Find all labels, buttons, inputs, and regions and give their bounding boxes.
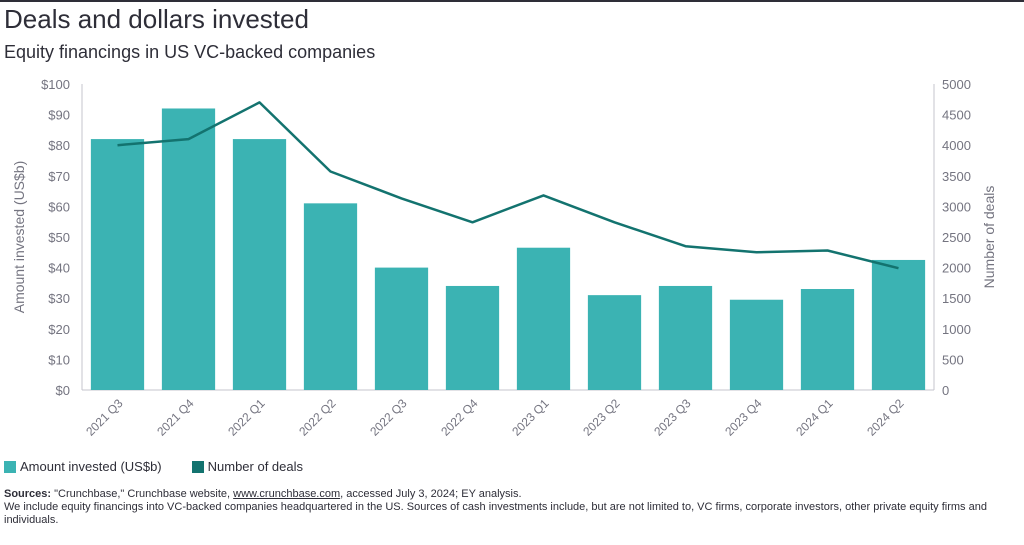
combo-chart: $0 $10 $20 $30 $40 $50 $60 $70 $80 $90 $100 0 500 100…	[11, 77, 997, 439]
sources-post: , accessed July 3, 2024; EY analysis.	[340, 488, 522, 500]
y2-tick-label: 3000	[942, 199, 971, 214]
legend-label-amount: Amount invested (US$b)	[20, 459, 162, 474]
legend-label-deals: Number of deals	[207, 459, 304, 474]
bar	[658, 285, 713, 390]
legend-item-deals: Number of deals	[191, 459, 304, 474]
y2-tick-label: 0	[942, 383, 949, 398]
y2-tick-label: 2500	[942, 230, 971, 245]
sources-line: Sources: "Crunchbase," Crunchbase websit…	[4, 488, 1014, 501]
x-tick-label: 2022 Q3	[367, 396, 410, 439]
x-tick-label: 2023 Q1	[509, 396, 552, 439]
chart-title: Deals and dollars invested	[4, 4, 309, 34]
x-tick-label: 2024 Q1	[793, 396, 836, 439]
x-tick-label: 2022 Q1	[225, 396, 268, 439]
y2-tick-label: 4500	[942, 108, 971, 123]
y2-tick-label: 5000	[942, 77, 971, 92]
y2-tick-label: 3500	[942, 169, 971, 184]
top-rule	[0, 0, 1024, 2]
bar	[516, 247, 571, 390]
sources-link[interactable]: www.crunchbase.com	[233, 488, 341, 500]
bar	[374, 267, 429, 390]
y-tick-label: $50	[48, 230, 70, 245]
x-tick-label: 2021 Q4	[154, 396, 197, 439]
notes: Sources: "Crunchbase," Crunchbase websit…	[4, 488, 1014, 527]
sources-pre: "Crunchbase," Crunchbase website,	[51, 488, 234, 500]
y-tick-label: $40	[48, 261, 70, 276]
y-tick-label: $60	[48, 199, 70, 214]
x-tick-label: 2022 Q2	[296, 396, 339, 439]
y-tick-label: $10	[48, 352, 70, 367]
y2-tick-label: 2000	[942, 261, 971, 276]
methodology-note: We include equity financings into VC-bac…	[4, 501, 987, 526]
y-tick-label: $30	[48, 291, 70, 306]
y2-axis-title: Number of deals	[981, 186, 997, 289]
bar	[587, 295, 642, 390]
y-tick-label: $0	[56, 383, 70, 398]
bar	[303, 203, 358, 390]
bar	[871, 259, 926, 390]
legend-swatch-deals	[191, 460, 204, 473]
y-tick-label: $20	[48, 322, 70, 337]
bar	[729, 299, 784, 390]
deals-line	[117, 101, 899, 270]
x-tick-label: 2021 Q3	[83, 396, 126, 439]
bar	[232, 139, 287, 390]
y-tick-label: $80	[48, 138, 70, 153]
legend-swatch-amount	[4, 460, 16, 473]
x-tick-label: 2023 Q4	[722, 396, 765, 439]
sources-label: Sources:	[4, 488, 52, 500]
y2-tick-label: 4000	[942, 138, 971, 153]
legend: Amount invested (US$b) Number of deals	[4, 459, 303, 474]
y-axis-title: Amount invested (US$b)	[11, 161, 27, 314]
y2-tick-label: 1000	[942, 322, 971, 337]
legend-item-amount: Amount invested (US$b)	[4, 459, 162, 474]
y2-tick-label: 1500	[942, 291, 971, 306]
bar	[90, 139, 145, 390]
bar	[445, 285, 500, 390]
chart-subtitle: Equity financings in US VC-backed compan…	[4, 42, 376, 62]
x-tick-label: 2024 Q2	[864, 396, 907, 439]
x-tick-label: 2023 Q2	[580, 396, 623, 439]
y-tick-label: $70	[48, 169, 70, 184]
bar	[161, 108, 216, 391]
y-tick-label: $90	[48, 108, 70, 123]
x-tick-label: 2022 Q4	[438, 396, 481, 439]
x-tick-label: 2023 Q3	[651, 396, 694, 439]
y2-tick-label: 500	[942, 352, 964, 367]
bar	[800, 289, 855, 390]
y-tick-label: $100	[41, 77, 70, 92]
